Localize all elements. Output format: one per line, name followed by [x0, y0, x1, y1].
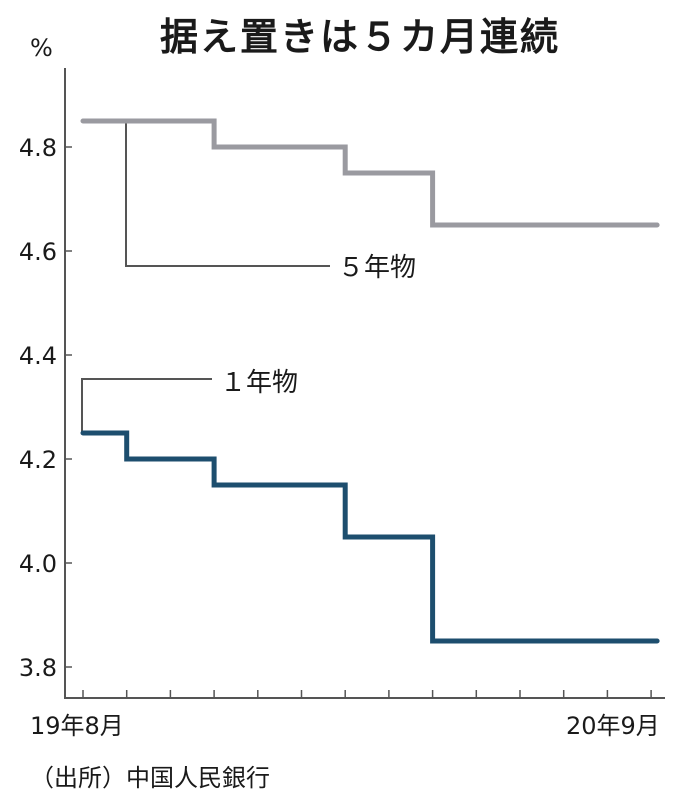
x-label-start: 19年8月 [30, 712, 124, 740]
five-year-series-line [80, 118, 660, 228]
chart-title: 据え置きは５カ月連続 [159, 15, 560, 59]
axes [64, 68, 665, 699]
callouts: ５年物 １年物 [81, 121, 416, 433]
series-lines [80, 118, 660, 644]
one-year-label: １年物 [220, 368, 298, 398]
y-axis-unit: % [30, 34, 53, 62]
one-year-series-line [80, 430, 660, 644]
x-label-end: 20年9月 [566, 712, 660, 740]
y-tick-label: 3.8 [19, 654, 57, 682]
y-tick-label: 4.4 [19, 342, 57, 370]
one-year-callout-line [81, 378, 212, 433]
y-tick-label: 4.8 [19, 134, 57, 162]
y-tick-label: 4.2 [19, 446, 57, 474]
y-tick-label: 4.0 [19, 550, 57, 578]
y-axis-labels: 4.8 4.6 4.4 4.2 4.0 3.8 [19, 134, 72, 682]
y-tick-label: 4.6 [19, 238, 57, 266]
source-note: （出所）中国人民銀行 [30, 764, 270, 792]
five-year-label: ５年物 [338, 253, 416, 283]
five-year-callout-line [125, 121, 330, 267]
